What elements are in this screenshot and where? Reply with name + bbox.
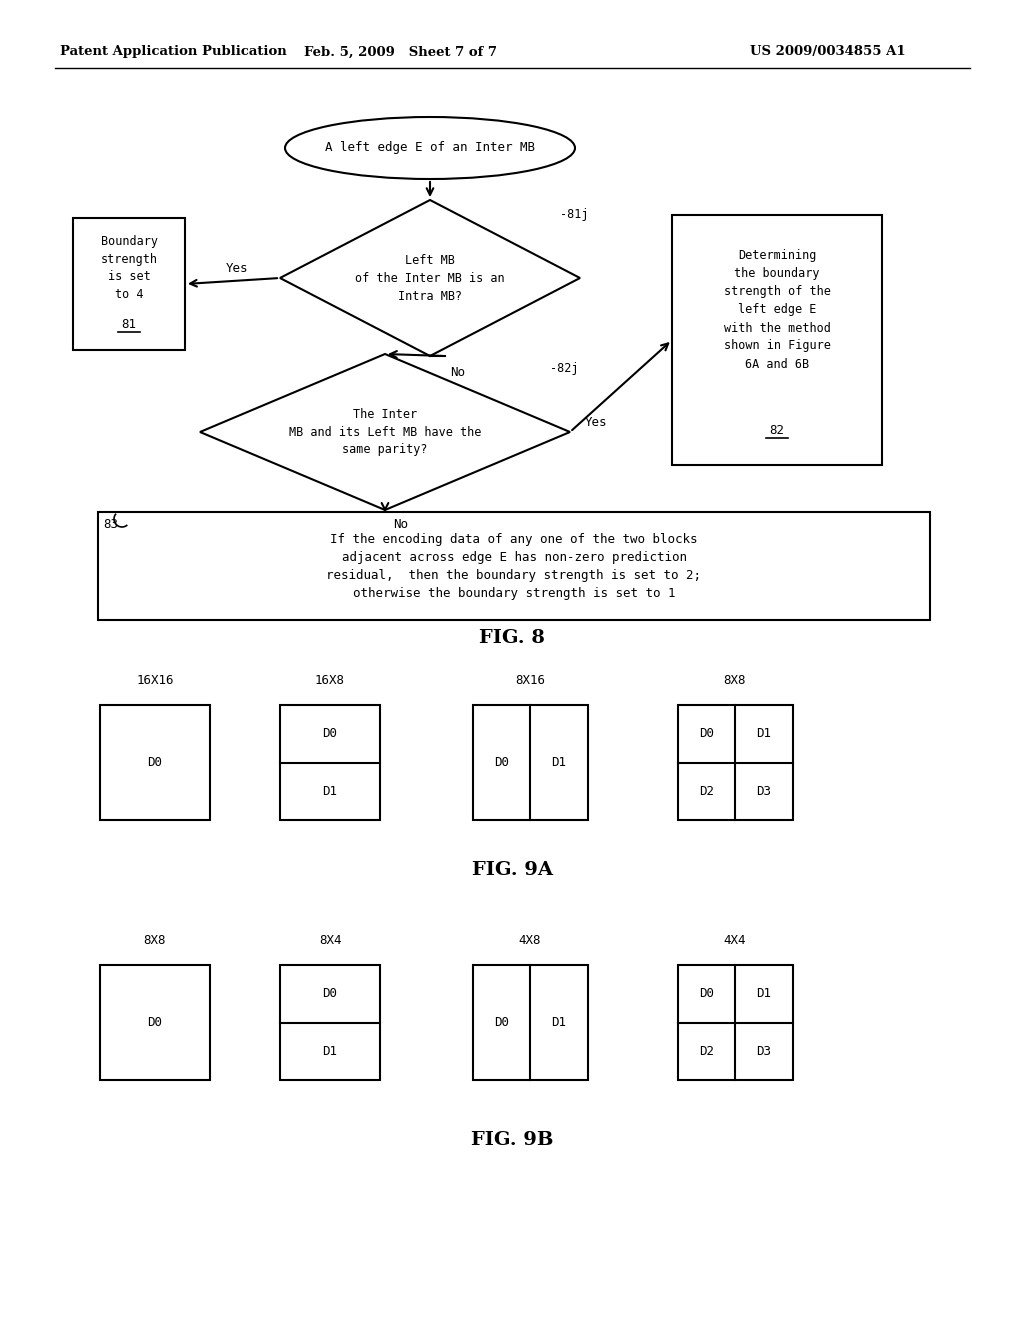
Text: D0: D0 xyxy=(147,1016,163,1030)
Text: D1: D1 xyxy=(551,1016,566,1030)
Text: FIG. 9A: FIG. 9A xyxy=(471,861,553,879)
Text: D0: D0 xyxy=(323,727,338,741)
Text: The Inter
MB and its Left MB have the
same parity?: The Inter MB and its Left MB have the sa… xyxy=(289,408,481,457)
Text: Patent Application Publication: Patent Application Publication xyxy=(60,45,287,58)
Bar xyxy=(280,965,380,1080)
Text: US 2009/0034855 A1: US 2009/0034855 A1 xyxy=(750,45,905,58)
Bar xyxy=(472,965,588,1080)
Text: D3: D3 xyxy=(757,785,771,797)
Text: No: No xyxy=(393,517,408,531)
Text: 8X16: 8X16 xyxy=(515,673,545,686)
Text: D1: D1 xyxy=(757,987,771,1001)
Text: 16X16: 16X16 xyxy=(136,673,174,686)
Bar xyxy=(678,705,793,820)
Text: D0: D0 xyxy=(323,987,338,1001)
Text: -82j: -82j xyxy=(550,362,579,375)
Text: If the encoding data of any one of the two blocks
adjacent across edge E has non: If the encoding data of any one of the t… xyxy=(327,532,701,599)
Text: Determining
the boundary
strength of the
left edge E
with the method
shown in Fi: Determining the boundary strength of the… xyxy=(724,249,830,371)
Text: 82: 82 xyxy=(769,424,784,437)
Text: D0: D0 xyxy=(494,756,509,770)
Text: Left MB
of the Inter MB is an
Intra MB?: Left MB of the Inter MB is an Intra MB? xyxy=(355,253,505,302)
Text: No: No xyxy=(450,366,465,379)
Text: 16X8: 16X8 xyxy=(315,673,345,686)
Text: D0: D0 xyxy=(494,1016,509,1030)
Text: Boundary
strength
is set
to 4: Boundary strength is set to 4 xyxy=(100,235,158,301)
Text: D1: D1 xyxy=(551,756,566,770)
Text: Yes: Yes xyxy=(585,416,607,429)
Bar xyxy=(280,705,380,820)
Text: FIG. 9B: FIG. 9B xyxy=(471,1131,553,1148)
Text: 8X4: 8X4 xyxy=(318,933,341,946)
Text: 8X8: 8X8 xyxy=(143,933,166,946)
Bar xyxy=(100,965,210,1080)
Text: 4X4: 4X4 xyxy=(724,933,746,946)
Text: Feb. 5, 2009   Sheet 7 of 7: Feb. 5, 2009 Sheet 7 of 7 xyxy=(303,45,497,58)
Text: A left edge E of an Inter MB: A left edge E of an Inter MB xyxy=(325,141,535,154)
Text: -81j: -81j xyxy=(560,209,589,220)
Text: D2: D2 xyxy=(698,785,714,797)
Text: 81: 81 xyxy=(122,318,136,330)
Bar xyxy=(100,705,210,820)
Bar xyxy=(73,218,185,350)
Text: D1: D1 xyxy=(323,785,338,797)
Text: 4X8: 4X8 xyxy=(519,933,542,946)
Text: D0: D0 xyxy=(147,756,163,770)
Text: D0: D0 xyxy=(698,987,714,1001)
Text: D2: D2 xyxy=(698,1044,714,1057)
Bar xyxy=(472,705,588,820)
Bar xyxy=(678,965,793,1080)
Text: Yes: Yes xyxy=(226,261,249,275)
Text: D1: D1 xyxy=(757,727,771,741)
Bar xyxy=(98,512,930,620)
Text: 8X8: 8X8 xyxy=(724,673,746,686)
Text: 83: 83 xyxy=(103,517,118,531)
Text: D3: D3 xyxy=(757,1044,771,1057)
Text: D1: D1 xyxy=(323,1044,338,1057)
Bar xyxy=(672,215,882,465)
Text: FIG. 8: FIG. 8 xyxy=(479,630,545,647)
Text: D0: D0 xyxy=(698,727,714,741)
